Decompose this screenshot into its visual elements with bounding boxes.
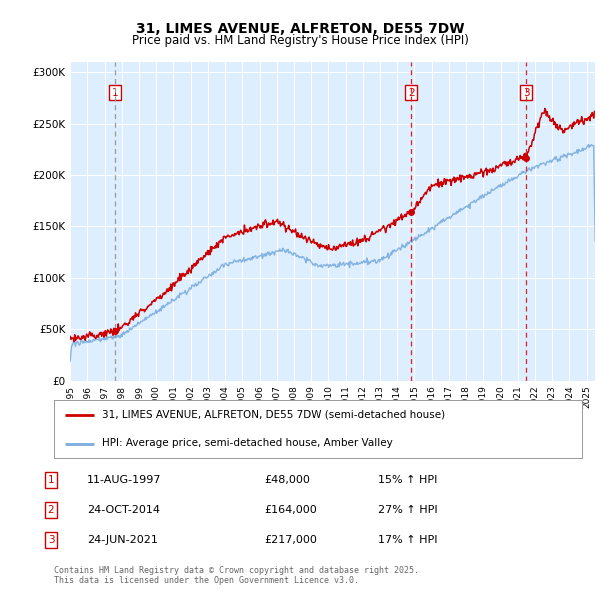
Text: 3: 3 xyxy=(47,535,55,545)
Text: 15% ↑ HPI: 15% ↑ HPI xyxy=(378,475,437,485)
Text: 1: 1 xyxy=(47,475,55,485)
Text: 3: 3 xyxy=(523,88,529,98)
Text: £48,000: £48,000 xyxy=(264,475,310,485)
Text: 17% ↑ HPI: 17% ↑ HPI xyxy=(378,535,437,545)
Text: 24-JUN-2021: 24-JUN-2021 xyxy=(87,535,158,545)
Text: £217,000: £217,000 xyxy=(264,535,317,545)
Text: HPI: Average price, semi-detached house, Amber Valley: HPI: Average price, semi-detached house,… xyxy=(101,438,392,448)
Text: 31, LIMES AVENUE, ALFRETON, DE55 7DW: 31, LIMES AVENUE, ALFRETON, DE55 7DW xyxy=(136,22,464,37)
Text: 11-AUG-1997: 11-AUG-1997 xyxy=(87,475,161,485)
Text: Contains HM Land Registry data © Crown copyright and database right 2025.
This d: Contains HM Land Registry data © Crown c… xyxy=(54,566,419,585)
Text: 31, LIMES AVENUE, ALFRETON, DE55 7DW (semi-detached house): 31, LIMES AVENUE, ALFRETON, DE55 7DW (se… xyxy=(101,409,445,419)
Text: £164,000: £164,000 xyxy=(264,505,317,515)
Text: 24-OCT-2014: 24-OCT-2014 xyxy=(87,505,160,515)
Text: 1: 1 xyxy=(112,88,118,98)
Text: 2: 2 xyxy=(408,88,415,98)
Text: 27% ↑ HPI: 27% ↑ HPI xyxy=(378,505,437,515)
Text: Price paid vs. HM Land Registry's House Price Index (HPI): Price paid vs. HM Land Registry's House … xyxy=(131,34,469,47)
Text: 2: 2 xyxy=(47,505,55,515)
